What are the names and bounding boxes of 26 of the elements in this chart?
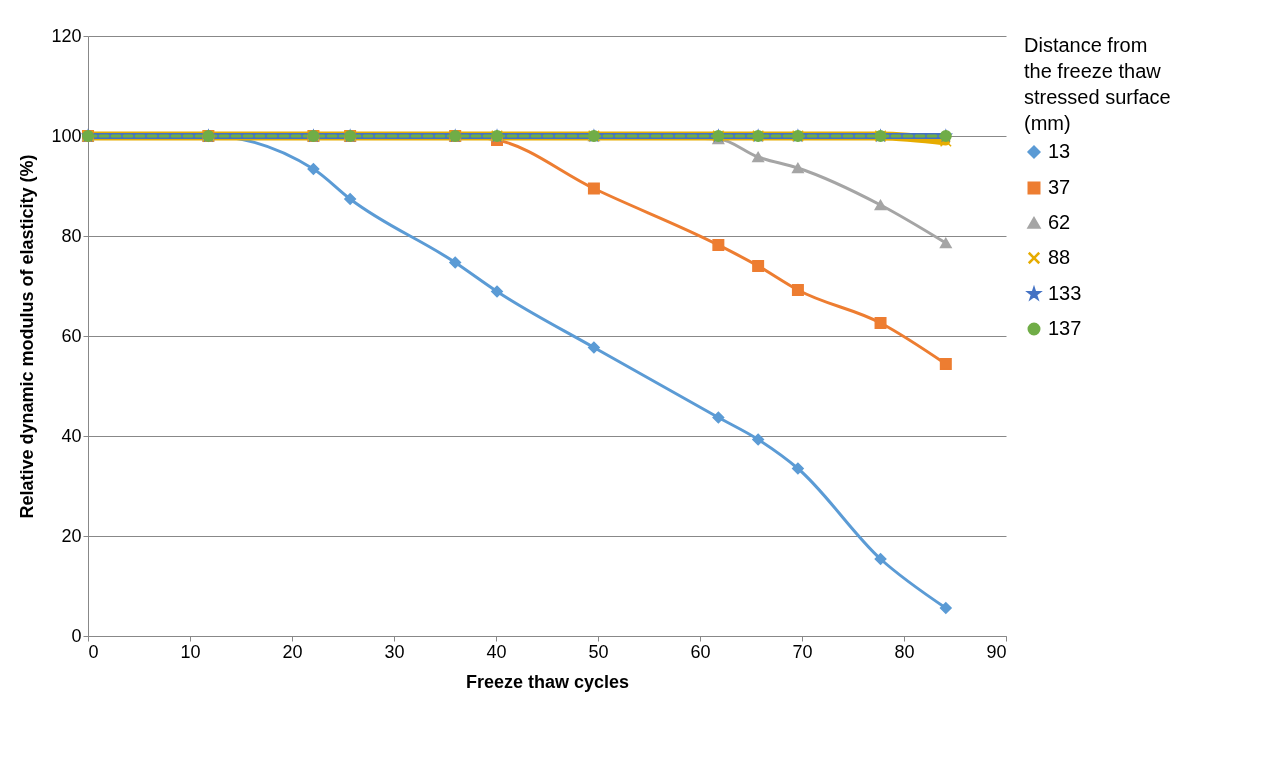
x-tick-label: 10 xyxy=(180,641,201,662)
y-tick-label: 60 xyxy=(61,325,82,346)
x-tick-label: 70 xyxy=(792,641,813,662)
x-tick-label: 20 xyxy=(282,641,303,662)
y-tick-label: 40 xyxy=(61,425,82,446)
legend-label: 137 xyxy=(1048,317,1082,339)
legend-label: 133 xyxy=(1048,282,1082,304)
x-tick-label: 40 xyxy=(486,641,507,662)
y-tick-label: 120 xyxy=(51,25,82,46)
x-tick-label: 80 xyxy=(894,641,915,662)
legend-label: 37 xyxy=(1048,176,1071,198)
x-tick-label: 90 xyxy=(986,641,1007,662)
x-axis-title: Freeze thaw cycles xyxy=(465,671,630,692)
x-tick-label: 50 xyxy=(588,641,609,662)
y-tick-label: 100 xyxy=(51,125,82,146)
x-tick-label: 30 xyxy=(384,641,405,662)
y-tick-label: 80 xyxy=(61,225,82,246)
y-tick-label: 0 xyxy=(71,625,82,646)
legend-label: 62 xyxy=(1048,211,1071,233)
legend-title: Distance from the freeze thaw stressed surface (mm) xyxy=(1024,34,1171,134)
legend-label: 88 xyxy=(1048,246,1071,268)
x-tick-label: 0 xyxy=(88,641,99,662)
y-tick-label: 20 xyxy=(61,525,82,546)
x-tick-label: 60 xyxy=(690,641,711,662)
y-axis-title: Relative dynamic modulus of elasticity (%) xyxy=(17,154,38,519)
legend-label: 13 xyxy=(1048,140,1071,162)
